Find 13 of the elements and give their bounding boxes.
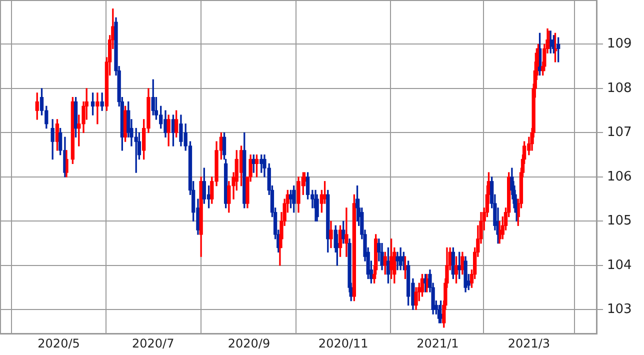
- y-tick-label: 104: [607, 258, 632, 273]
- y-tick-label: 106: [607, 169, 632, 184]
- x-tick-label: 2020/11: [318, 336, 368, 350]
- y-tick-label: 108: [607, 80, 632, 96]
- x-tick-label: 2021/1: [416, 336, 459, 350]
- y-tick-label: 103: [607, 302, 632, 318]
- x-tick-label: 2020/5: [38, 336, 80, 350]
- y-tick-label: 107: [607, 125, 632, 140]
- x-tick-label: 2020/7: [132, 336, 174, 350]
- y-tick-label: 105: [607, 214, 632, 229]
- x-tick-label: 2020/9: [228, 336, 270, 350]
- y-tick-label: 109: [607, 36, 632, 52]
- x-tick-label: 2021/3: [508, 336, 550, 350]
